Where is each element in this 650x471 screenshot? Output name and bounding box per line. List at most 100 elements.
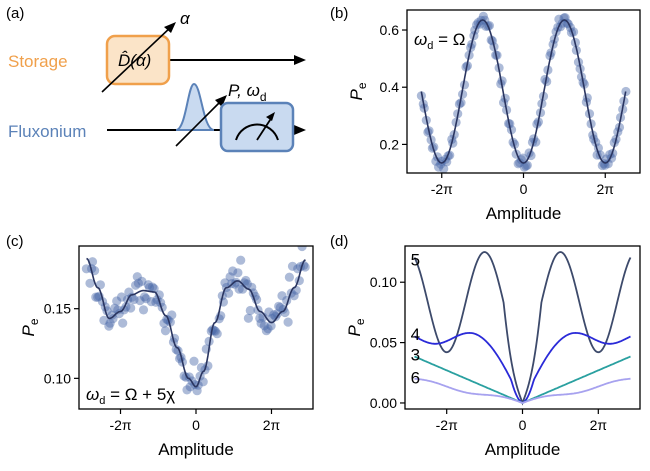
data-point	[297, 246, 307, 252]
series-line-3	[414, 355, 631, 404]
data-point	[603, 159, 613, 169]
data-point	[144, 283, 155, 293]
chart-d: -2π 0 2π 0.00 0.05 0.10 Amplitude Pe 5 4 3 6	[345, 245, 641, 459]
data-point	[147, 282, 158, 292]
data-point	[137, 276, 147, 286]
data-point	[261, 326, 271, 336]
data-point	[99, 315, 109, 325]
y-axis-label: Pe	[19, 318, 41, 336]
y-axis-label-subscript: e	[27, 318, 41, 325]
x-tick-label: 2π	[597, 181, 615, 197]
data-point	[255, 313, 265, 323]
panel-label-d: (d)	[330, 233, 348, 250]
y-tick-label: 0.2	[380, 136, 400, 152]
y-tick-label: 0.15	[44, 301, 71, 317]
meter-needle-head	[266, 112, 275, 121]
data-point	[243, 313, 253, 323]
data-point	[274, 301, 284, 311]
data-point	[167, 310, 177, 320]
data-point	[189, 356, 199, 366]
panel-label-c: (c)	[6, 233, 24, 250]
panel-label-a: (a)	[6, 5, 24, 22]
x-tick-label: -2π	[436, 417, 458, 433]
y-tick-label: 0.4	[380, 79, 400, 95]
y-tick-label: 0.05	[370, 335, 397, 351]
annotation-subscript: d	[99, 395, 105, 407]
data-point	[456, 98, 466, 108]
pulse-label-subscript: d	[260, 90, 267, 104]
data-point	[259, 321, 269, 331]
data-point	[500, 93, 510, 103]
data-point	[245, 305, 255, 316]
data-point	[519, 162, 529, 172]
data-point	[93, 292, 103, 302]
data-point	[132, 272, 142, 282]
y-axis-label: Pe	[345, 318, 367, 336]
y-axis-label-subscript: e	[355, 82, 369, 89]
data-point	[442, 157, 452, 167]
chart-c: -2π 0 2π 0.10 0.15 Amplitude Pe ωd = Ω + 5χ	[19, 245, 314, 459]
data-point	[481, 21, 491, 31]
alpha-arrow-head	[164, 22, 176, 33]
data-point	[256, 318, 266, 328]
data-point	[284, 272, 294, 282]
pulse-label-main: P, ω	[228, 81, 260, 100]
data-point	[434, 162, 444, 172]
data-point	[228, 266, 238, 276]
data-point	[241, 275, 251, 286]
data-point	[458, 89, 468, 99]
data-point	[135, 296, 145, 306]
y-axis-label-main: P	[19, 325, 38, 337]
data-point	[496, 79, 506, 89]
meter-arc	[235, 123, 279, 141]
data-point	[154, 290, 164, 300]
data-point	[478, 11, 488, 21]
plot-area	[81, 246, 310, 396]
data-point	[149, 284, 159, 294]
data-point	[271, 312, 281, 322]
x-tick-label: 0	[192, 417, 200, 433]
y-tick-label: 0.10	[370, 274, 397, 290]
data-point	[239, 278, 249, 288]
annotation-symbol: ω	[86, 385, 99, 404]
data-point	[497, 76, 507, 86]
data-point	[529, 134, 539, 144]
data-point	[272, 309, 282, 319]
y-tick-label: 0.6	[380, 22, 400, 38]
data-point	[275, 302, 285, 313]
schematic-panel: (a) Storage D̂(α) α Fluxonium P, ωd	[6, 5, 306, 153]
data-point	[160, 326, 171, 336]
data-point	[146, 297, 156, 307]
annotation: ωd = Ω + 5χ	[86, 385, 175, 407]
x-axis-label: Amplitude	[486, 204, 562, 223]
y-axis-label-subscript: e	[353, 318, 367, 325]
meter-needle	[256, 116, 273, 141]
data-point	[277, 291, 287, 301]
x-tick-label: 0	[519, 417, 527, 433]
y-tick-label: 0.00	[370, 395, 397, 411]
data-point	[139, 292, 150, 302]
alpha-label: α	[180, 9, 191, 28]
data-point	[204, 336, 214, 346]
data-point	[437, 156, 447, 166]
series-label-6: 6	[411, 369, 420, 388]
annotation-subscript: d	[427, 40, 433, 52]
data-point	[112, 296, 122, 306]
fluxonium-label: Fluxonium	[8, 122, 86, 141]
data-point	[131, 280, 141, 290]
data-point	[573, 57, 584, 67]
data-point	[105, 318, 115, 328]
data-point	[264, 307, 274, 317]
data-point	[91, 292, 101, 302]
data-point	[85, 278, 95, 288]
data-point	[116, 292, 127, 302]
data-point	[266, 321, 276, 331]
fit-line	[420, 19, 627, 164]
data-point	[621, 86, 631, 97]
data-point	[100, 302, 110, 312]
data-point	[110, 303, 120, 313]
x-tick-label: 2π	[590, 417, 608, 433]
annotation: ωd = Ω	[414, 30, 465, 52]
data-point	[143, 280, 153, 290]
data-point	[118, 318, 128, 328]
